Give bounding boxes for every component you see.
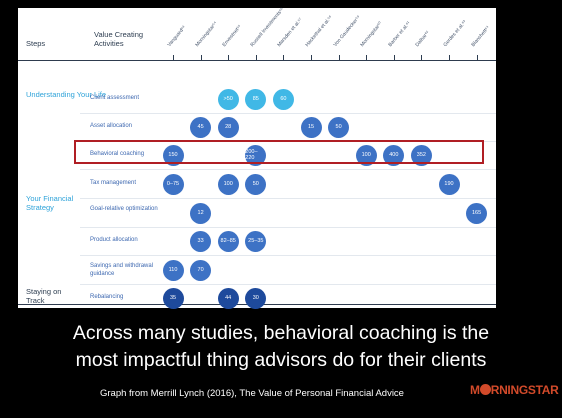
value-bubble: 150	[162, 144, 184, 166]
value-bubble: 50	[328, 116, 350, 138]
value-bubble: 100	[217, 173, 239, 195]
row-divider	[80, 284, 496, 285]
header-divider	[18, 60, 496, 61]
activity-label: Tax management	[90, 180, 137, 186]
value-bubble: 12	[190, 202, 212, 224]
value-bubble: 85	[245, 88, 267, 110]
activity-label: Asset allocation	[90, 123, 133, 129]
activity-label: Behavioral coaching	[90, 151, 145, 157]
study-tick	[311, 55, 312, 60]
study-header: Dalbar⁶²	[414, 30, 432, 48]
activities-header: Value Creating Activities	[94, 30, 144, 48]
value-bubble: 200–220	[245, 144, 267, 166]
value-bubble: 35	[162, 287, 184, 309]
caption-line-1: Across many studies, behavioral coaching…	[72, 322, 490, 344]
value-bubble: 0–75	[162, 173, 184, 195]
value-bubble: 15	[300, 116, 322, 138]
value-bubble: 45	[190, 116, 212, 138]
category-staying-on-track: Staying on Track	[26, 287, 62, 305]
study-tick	[283, 55, 285, 60]
study-header: Hackethal et al.⁵⁸	[304, 14, 334, 48]
steps-header: Steps	[26, 39, 46, 48]
row-divider	[80, 227, 496, 228]
study-header: Blanchett⁶⁴	[469, 24, 491, 48]
study-header: Morningstar⁵⁴	[193, 20, 219, 48]
study-header: Morningstar⁶⁰	[359, 20, 384, 48]
activity-label: Savings and withdrawal guidance	[90, 263, 154, 277]
row-divider	[80, 198, 496, 199]
caption-line-2: most impactful thing advisors do for the…	[75, 349, 487, 371]
activity-label: Rebalancing	[90, 294, 124, 300]
value-bubble: 25–35	[245, 230, 267, 252]
value-bubble: 190	[438, 173, 460, 195]
value-bubble: 60	[272, 88, 294, 110]
value-bubble: 33	[190, 230, 212, 252]
category-financial-strategy: Your Financial Strategy	[26, 194, 74, 212]
study-tick	[393, 55, 395, 60]
morningstar-logo: M RNINGSTAR	[470, 383, 559, 397]
value-bubble: 30	[245, 287, 267, 309]
value-bubble: 82–85	[217, 230, 239, 252]
source-credit: Graph from Merrill Lynch (2016), The Val…	[100, 388, 404, 399]
study-header: Marsden et al.⁵⁷	[276, 16, 305, 48]
chart-panel: Steps Value Creating Activities Vanguard…	[18, 7, 496, 309]
value-bubble: >50	[217, 88, 239, 110]
logo-text-end: RNINGSTAR	[490, 383, 559, 397]
behavioral-coaching-highlight	[74, 140, 484, 164]
value-bubble: 50	[245, 173, 267, 195]
value-bubble: 28	[217, 116, 239, 138]
study-tick	[366, 55, 368, 60]
logo-o-icon	[479, 384, 491, 395]
study-tick	[421, 55, 423, 60]
value-bubble: 352	[410, 144, 432, 166]
activity-label: Goal-relative optimization	[90, 206, 158, 212]
value-bubble: 100	[355, 144, 377, 166]
study-header: Von Gaudecker⁵⁹	[331, 14, 362, 49]
activity-label: Client assessment	[90, 95, 140, 101]
study-tick	[228, 55, 230, 60]
value-bubble: 110	[162, 259, 184, 281]
study-header: Envestnet⁵⁵	[221, 23, 244, 48]
row-divider	[80, 255, 496, 256]
study-tick	[338, 55, 340, 60]
value-bubble: 165	[466, 202, 488, 224]
value-bubble: 400	[383, 144, 405, 166]
study-tick	[200, 55, 202, 60]
study-tick	[173, 55, 174, 60]
value-bubble: 70	[190, 259, 212, 281]
study-tick	[255, 55, 257, 60]
study-tick	[476, 55, 478, 60]
logo-text-start: M	[470, 383, 480, 397]
value-bubble: 44	[217, 287, 239, 309]
study-header: Gerdes et al.⁶³	[442, 19, 468, 48]
category-understanding-your-life: Understanding Your Life	[26, 90, 107, 99]
row-divider	[80, 169, 496, 170]
study-tick	[449, 55, 450, 60]
row-divider	[80, 113, 496, 114]
study-header: Vanguard⁵³	[166, 24, 188, 48]
activity-label: Product allocation	[90, 237, 138, 243]
study-header: Barber et al.⁶¹	[387, 20, 412, 48]
